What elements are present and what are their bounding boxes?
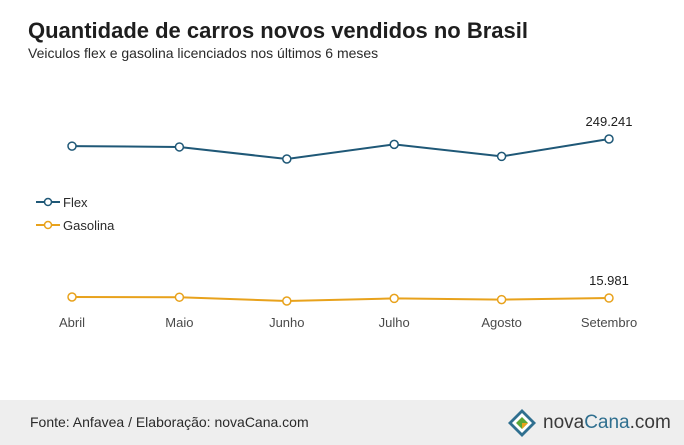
gasolina-point-abril	[67, 292, 77, 302]
source-note: Fonte: Anfavea / Elaboração: novaCana.co…	[30, 414, 309, 430]
flex-legend-marker	[43, 197, 53, 207]
logo-text-com: .com	[629, 412, 671, 433]
x-tick-label-agosto: Agosto	[481, 315, 521, 330]
line-chart: 249.241 Flex 15.981 Gasolina Abril Maio Junho J…	[36, 114, 637, 330]
chart-subtitle: Veiculos flex e gasolina licenciados nos…	[28, 45, 379, 61]
gasolina-series-line	[71, 296, 610, 303]
gasolina-point-junho	[282, 296, 292, 306]
x-tick-label-julho: Julho	[379, 315, 410, 330]
gasolina-point-maio	[174, 292, 185, 302]
novacana-logo: novaCana.com	[507, 408, 671, 438]
chart-title: Quantidade de carros novos vendidos no B…	[28, 18, 529, 43]
logo-text-cana: Cana	[584, 412, 630, 433]
x-tick-label-maio: Maio	[165, 315, 193, 330]
gasolina-point-setembro	[604, 293, 614, 303]
flex-point-abril	[67, 141, 77, 151]
flex-legend-label: Flex	[63, 195, 88, 210]
flex-end-label: 249.241	[586, 114, 633, 129]
flex-point-setembro	[604, 134, 614, 144]
x-tick-label-setembro: Setembro	[581, 315, 637, 330]
logo-wordmark: novaCana.com	[543, 412, 671, 434]
x-tick-label-abril: Abril	[59, 315, 85, 330]
gasolina-legend-label: Gasolina	[63, 218, 115, 233]
gasolina-end-label: 15.981	[589, 273, 629, 288]
flex-series-line	[71, 138, 610, 161]
flex-point-julho	[389, 139, 399, 150]
footer-bar: Fonte: Anfavea / Elaboração: novaCana.co…	[0, 400, 684, 445]
gasolina-point-agosto	[496, 294, 507, 305]
flex-point-junho	[282, 154, 292, 164]
novacana-logo-icon	[508, 409, 536, 437]
logo-text-nova: nova	[543, 412, 585, 433]
x-tick-label-junho: Junho	[269, 315, 304, 330]
gasolina-legend-marker	[43, 220, 53, 230]
flex-point-maio	[174, 142, 185, 152]
flex-point-agosto	[496, 151, 507, 162]
gasolina-point-julho	[389, 293, 399, 304]
